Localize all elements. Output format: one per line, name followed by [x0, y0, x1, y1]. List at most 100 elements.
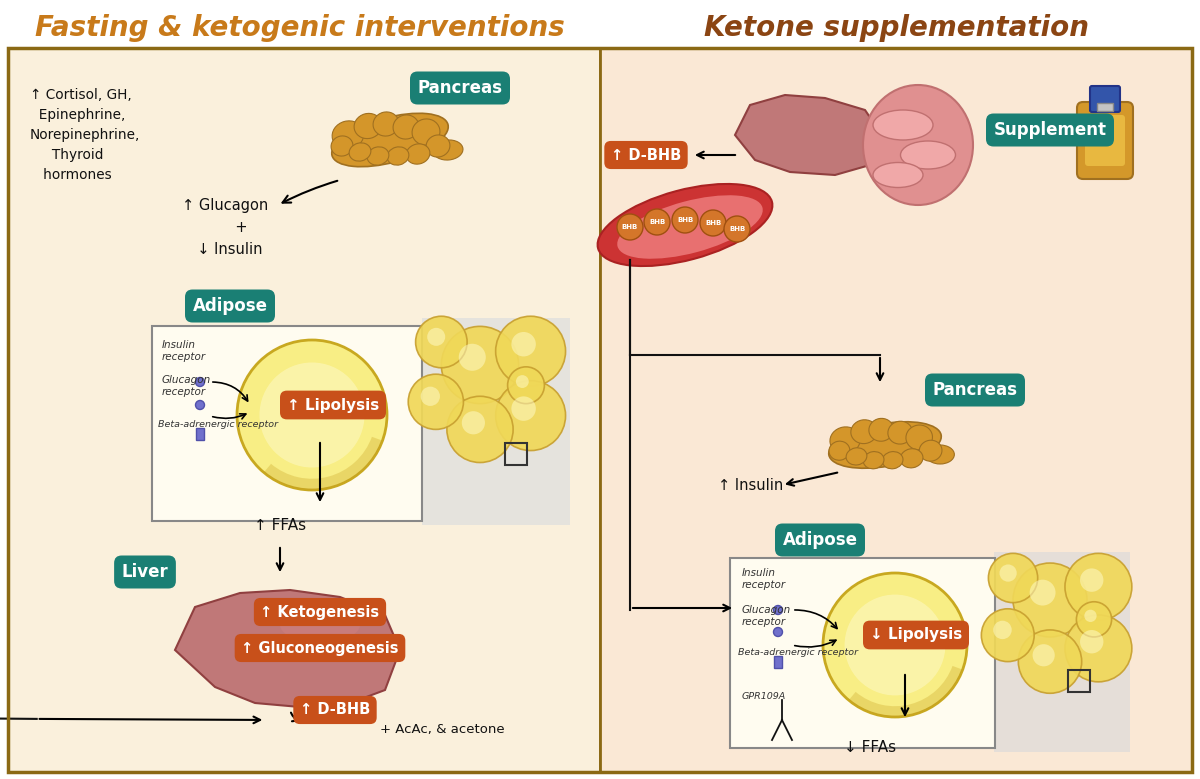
Text: ↑ Lipolysis: ↑ Lipolysis [287, 397, 379, 413]
Text: ↑ Insulin: ↑ Insulin [718, 478, 784, 492]
Circle shape [1032, 644, 1055, 666]
Circle shape [259, 362, 365, 467]
FancyArrowPatch shape [212, 382, 247, 401]
Ellipse shape [331, 113, 449, 167]
Text: BHB: BHB [728, 226, 745, 232]
FancyBboxPatch shape [1085, 115, 1126, 166]
Circle shape [458, 344, 486, 371]
FancyArrowPatch shape [787, 473, 838, 485]
Ellipse shape [906, 425, 932, 449]
Ellipse shape [426, 135, 450, 157]
Circle shape [1064, 615, 1132, 682]
FancyArrowPatch shape [40, 717, 260, 723]
Ellipse shape [412, 119, 440, 145]
Text: ↑ FFAs: ↑ FFAs [254, 517, 306, 533]
Circle shape [994, 621, 1012, 639]
Circle shape [1030, 580, 1056, 605]
Bar [8, 48, 600, 772]
Ellipse shape [882, 452, 902, 469]
Text: ↑ D-BHB: ↑ D-BHB [611, 147, 682, 163]
Circle shape [774, 605, 782, 615]
FancyArrowPatch shape [877, 358, 883, 380]
Circle shape [238, 340, 386, 490]
Ellipse shape [617, 196, 763, 259]
Circle shape [1076, 601, 1111, 637]
FancyArrowPatch shape [632, 605, 730, 612]
FancyArrowPatch shape [277, 548, 283, 570]
Ellipse shape [394, 115, 419, 139]
Circle shape [989, 553, 1038, 603]
Ellipse shape [349, 143, 371, 161]
Ellipse shape [888, 421, 912, 444]
Ellipse shape [869, 418, 894, 441]
Ellipse shape [874, 110, 934, 140]
Ellipse shape [900, 141, 955, 169]
Ellipse shape [598, 184, 773, 266]
Text: Glucagon
receptor: Glucagon receptor [162, 375, 211, 397]
Ellipse shape [851, 420, 877, 443]
Text: Fasting & ketogenic interventions: Fasting & ketogenic interventions [35, 14, 565, 42]
Ellipse shape [433, 140, 463, 160]
Text: Insulin
receptor: Insulin receptor [162, 340, 206, 362]
Circle shape [1013, 563, 1087, 637]
Ellipse shape [280, 608, 360, 643]
Text: ↓ FFAs: ↓ FFAs [844, 741, 896, 756]
Ellipse shape [846, 448, 866, 465]
Ellipse shape [829, 421, 941, 468]
Text: ↑ Cortisol, GH,
  Epinephrine,
Norepinephrine,
     Thyroid
   hormones: ↑ Cortisol, GH, Epinephrine, Norepinephr… [30, 88, 140, 182]
Circle shape [462, 411, 485, 435]
Circle shape [496, 381, 565, 450]
Ellipse shape [900, 449, 923, 468]
Bar [196, 428, 204, 440]
Text: GPR109A: GPR109A [742, 692, 786, 701]
Circle shape [421, 386, 440, 406]
FancyBboxPatch shape [1090, 86, 1120, 112]
Ellipse shape [331, 136, 353, 156]
Text: + AcAc, & acetone: + AcAc, & acetone [380, 724, 505, 736]
Ellipse shape [863, 85, 973, 205]
Circle shape [511, 332, 536, 357]
Circle shape [196, 400, 204, 410]
Ellipse shape [926, 445, 954, 464]
Circle shape [845, 594, 946, 696]
Circle shape [415, 316, 467, 368]
Polygon shape [175, 590, 400, 707]
Text: Adipose: Adipose [192, 297, 268, 315]
Text: Supplement: Supplement [994, 121, 1106, 139]
Ellipse shape [367, 147, 389, 165]
Text: Adipose: Adipose [782, 531, 858, 549]
Ellipse shape [373, 112, 398, 136]
Ellipse shape [829, 441, 850, 460]
Circle shape [644, 209, 670, 235]
FancyArrowPatch shape [282, 181, 337, 203]
Polygon shape [994, 552, 1130, 752]
Circle shape [1080, 630, 1104, 654]
Circle shape [617, 214, 643, 240]
Text: ↑ Ketogenesis: ↑ Ketogenesis [260, 605, 379, 619]
Circle shape [408, 374, 463, 429]
Text: Pancreas: Pancreas [418, 79, 503, 97]
FancyArrowPatch shape [290, 713, 298, 721]
Circle shape [496, 316, 565, 386]
Text: Glucagon
receptor: Glucagon receptor [742, 605, 791, 627]
FancyArrowPatch shape [697, 152, 736, 158]
Text: ↑ Glucagon
       +
  ↓ Insulin: ↑ Glucagon + ↓ Insulin [182, 198, 268, 257]
Polygon shape [422, 318, 570, 525]
Text: ↑ D-BHB: ↑ D-BHB [300, 703, 370, 717]
Bar [730, 558, 995, 748]
Ellipse shape [332, 121, 364, 149]
Text: ↓ Lipolysis: ↓ Lipolysis [870, 628, 962, 643]
Circle shape [672, 207, 698, 233]
Bar [152, 326, 422, 521]
Text: BHB: BHB [649, 219, 665, 225]
Ellipse shape [874, 163, 923, 188]
FancyArrowPatch shape [794, 640, 836, 647]
Text: BHB: BHB [622, 224, 638, 230]
Circle shape [1064, 553, 1132, 620]
FancyArrowPatch shape [212, 414, 246, 419]
Circle shape [1000, 565, 1016, 582]
Circle shape [700, 210, 726, 236]
Circle shape [1019, 630, 1081, 693]
Text: Pancreas: Pancreas [932, 381, 1018, 399]
FancyArrowPatch shape [317, 442, 323, 500]
